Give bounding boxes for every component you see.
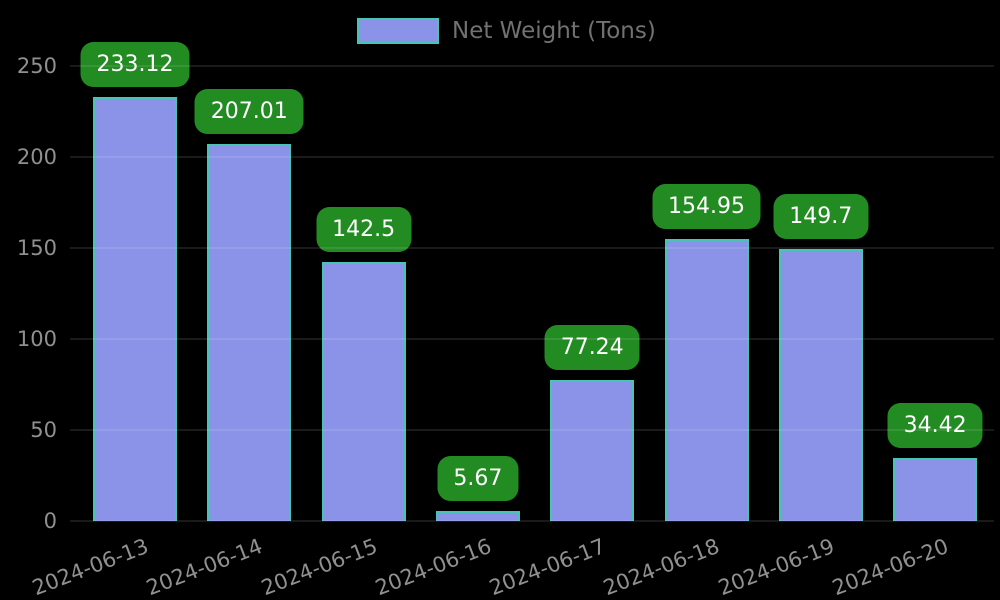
bar-value-badge: 5.67 xyxy=(437,455,519,501)
legend: Net Weight (Tons) xyxy=(357,17,656,45)
legend-label: Net Weight (Tons) xyxy=(452,18,656,44)
x-tick-label: 2024-06-16 xyxy=(371,534,495,600)
bar-value-badge: 34.42 xyxy=(887,403,983,449)
x-tick-label: 2024-06-17 xyxy=(486,534,609,600)
x-tick-label: 2024-06-15 xyxy=(257,534,381,600)
bar-value-badge: 142.5 xyxy=(316,206,412,252)
bar-value-badge: 154.95 xyxy=(652,184,761,229)
legend-swatch xyxy=(357,18,439,44)
x-tick-label: 2024-06-13 xyxy=(29,534,152,600)
y-tick-label: 200 xyxy=(16,145,57,169)
bar xyxy=(893,458,978,521)
y-tick-label: 250 xyxy=(16,54,57,78)
bar-value-badge: 149.7 xyxy=(773,193,869,239)
y-tick-label: 50 xyxy=(30,418,57,442)
bar-value-badge: 233.12 xyxy=(80,41,190,87)
bar-value-badge: 207.01 xyxy=(194,89,304,135)
bar xyxy=(93,96,177,521)
y-tick-label: 100 xyxy=(16,327,57,351)
x-tick-label: 2024-06-19 xyxy=(714,534,838,600)
y-tick-label: 0 xyxy=(43,509,57,533)
bar xyxy=(664,238,749,521)
grid-line xyxy=(70,65,994,67)
bar xyxy=(207,144,292,521)
bar-value-badge: 77.24 xyxy=(544,325,640,371)
x-tick-label: 2024-06-14 xyxy=(143,534,266,600)
bar xyxy=(550,380,635,521)
bar xyxy=(778,248,863,521)
x-tick-label: 2024-06-18 xyxy=(600,534,724,600)
bar xyxy=(321,261,406,521)
bar xyxy=(435,510,520,521)
x-tick-label: 2024-06-20 xyxy=(829,534,952,600)
y-tick-label: 150 xyxy=(16,236,57,260)
